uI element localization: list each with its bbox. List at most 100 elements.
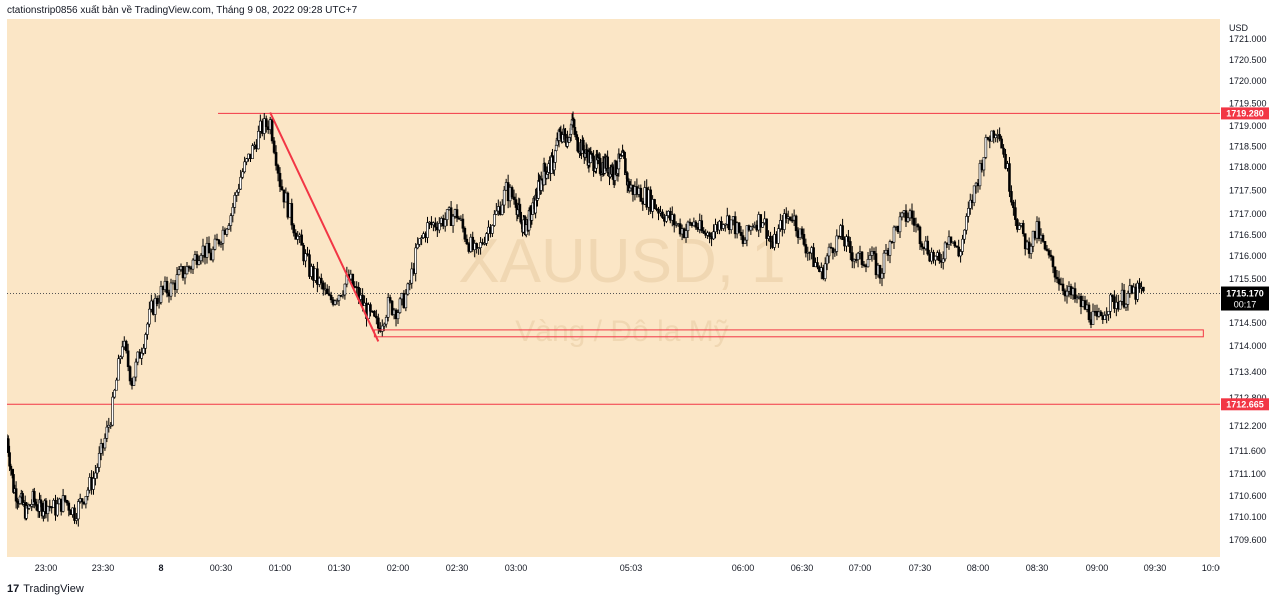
candle-body [105, 426, 109, 439]
candle-body [32, 491, 36, 503]
candle-body [800, 228, 804, 235]
watermark-description: Vàng / Đô la Mỹ [515, 315, 728, 348]
candle-body [860, 251, 864, 265]
candle-body [502, 189, 506, 206]
candle-body [207, 242, 211, 254]
candle-body [457, 217, 461, 220]
candle-body [1004, 153, 1007, 169]
candle-body [938, 252, 941, 261]
candle-body [144, 334, 147, 349]
candle-body [96, 467, 99, 474]
candle-body [451, 215, 455, 226]
candle-body [171, 282, 175, 285]
x-tick-label: 02:30 [446, 563, 469, 573]
y-tick-label: 1716.000 [1229, 251, 1267, 261]
candle-body [113, 389, 116, 398]
candle-body [1079, 295, 1083, 307]
candle-body [906, 217, 910, 222]
price-chart[interactable]: XAUUSD, 1 Vàng / Đô la Mỹ [5, 19, 1220, 557]
y-tick-label: 1709.600 [1229, 535, 1267, 545]
footer[interactable]: 17 TradingView [7, 583, 84, 595]
candle-body [849, 241, 852, 253]
candle-body [77, 501, 80, 520]
candle-body [86, 489, 90, 497]
candle-body [103, 438, 107, 449]
x-tick-label: 23:30 [92, 563, 115, 573]
candle-body [416, 243, 419, 249]
price-axis[interactable]: USD 1721.000 1720.500 1720.000 1719.500 1719… [1220, 19, 1280, 557]
candle-body [115, 379, 118, 391]
candle-body [978, 163, 982, 187]
candle-body [189, 267, 193, 270]
candle-body [140, 352, 143, 359]
x-tick-label: 09:00 [1086, 563, 1109, 573]
candle-body [201, 245, 205, 256]
candle-body [1124, 304, 1128, 308]
candle-body [308, 254, 311, 277]
candle-body [276, 165, 280, 174]
candle-body [493, 214, 496, 226]
candle-body [325, 288, 329, 295]
candle-body [292, 224, 296, 234]
chart-area[interactable]: XAUUSD, 1 Vàng / Đô la Mỹ [5, 19, 1220, 557]
candle-body [739, 232, 743, 236]
candle-body [408, 282, 412, 285]
candle-body [1035, 221, 1039, 239]
y-tick-label: 1720.000 [1229, 76, 1267, 86]
candle-body [968, 199, 972, 209]
candle-body [485, 233, 488, 244]
candle-body [898, 216, 902, 233]
candle-body [479, 242, 482, 248]
candle-body [874, 253, 878, 276]
candle-body [84, 496, 88, 505]
candle-body [302, 245, 305, 262]
horizontal-lines[interactable] [7, 112, 1220, 405]
candle-body [272, 140, 276, 153]
candle-body [1075, 297, 1079, 300]
candle-body [862, 264, 866, 266]
candle-body [1069, 286, 1073, 296]
candle-body [1081, 300, 1085, 307]
candle-body [1142, 286, 1145, 292]
candle-body [229, 215, 233, 226]
rectangle-drawing[interactable] [373, 329, 1204, 338]
candle-body [61, 495, 65, 512]
time-axis[interactable]: 23:00 23:30 8 00:30 01:00 01:30 02:00 02:30 03:0… [7, 557, 1224, 579]
candle-body [712, 231, 715, 240]
candle-body [153, 298, 157, 315]
candle-body [1122, 289, 1126, 308]
candle-body [743, 239, 747, 244]
candle-body [984, 137, 988, 158]
candle-body [545, 174, 549, 179]
y-tick-label: 1717.500 [1229, 186, 1267, 196]
candle-body [245, 158, 248, 163]
candle-body [251, 145, 254, 159]
candle-body [7, 438, 10, 453]
candle-body [880, 272, 884, 279]
y-tick-label: 1719.500 [1229, 99, 1267, 109]
candle-body [918, 226, 922, 245]
candle-body [390, 300, 394, 315]
candle-body [1073, 288, 1077, 300]
candle-body [475, 243, 478, 249]
candle-body [841, 225, 844, 241]
candle-body [1099, 311, 1103, 317]
candle-body [278, 172, 282, 187]
candle-body [850, 252, 854, 262]
candle-body [42, 511, 45, 517]
candle-body [961, 238, 964, 252]
candle-body [1014, 207, 1017, 220]
candle-body [700, 220, 704, 232]
trendline-drawing[interactable] [269, 112, 380, 342]
x-tick-label: 8 [158, 563, 163, 573]
candle-body [1059, 283, 1063, 286]
y-tick-label: 1716.500 [1229, 230, 1267, 240]
candle-body [183, 273, 187, 279]
candle-body [461, 218, 465, 229]
candle-body [237, 188, 240, 193]
candle-body [1065, 290, 1069, 297]
candle-body [998, 134, 1001, 140]
candle-body [343, 283, 347, 296]
candle-body [724, 223, 727, 226]
candle-body [1047, 250, 1051, 256]
